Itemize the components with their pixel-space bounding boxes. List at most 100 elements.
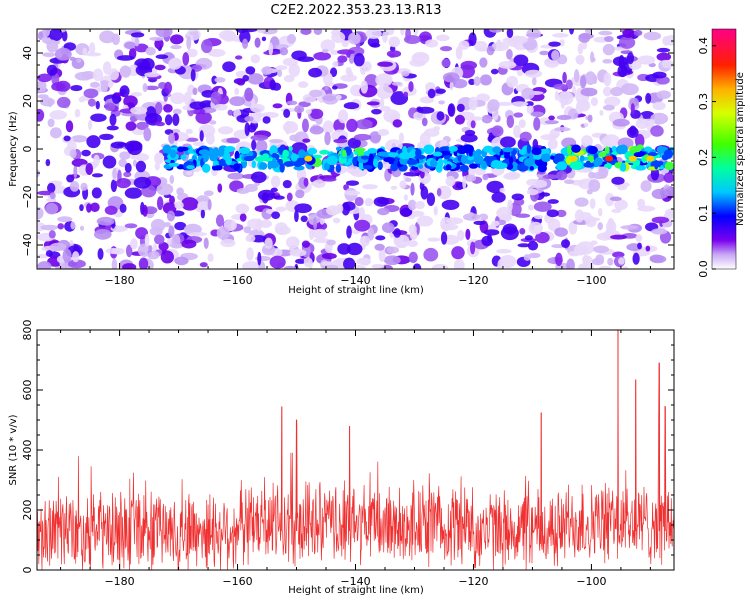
heatmap-cell <box>171 234 180 248</box>
heatmap-cell <box>326 240 335 246</box>
heatmap-cell <box>448 103 456 117</box>
heatmap-cell <box>593 75 597 85</box>
heatmap-cell <box>117 142 127 146</box>
heatmap-cell <box>520 132 532 142</box>
heatmap-cell <box>189 101 205 109</box>
heatmap-cell <box>287 34 296 44</box>
signal-band-cell <box>534 155 541 160</box>
heatmap-cell <box>122 263 136 271</box>
heatmap-cell <box>72 251 79 262</box>
heatmap-cell <box>81 150 91 157</box>
heatmap-cell <box>161 250 174 263</box>
heatmap-cell <box>382 222 395 233</box>
heatmap-cell <box>505 213 510 221</box>
heatmap-cell <box>401 71 409 77</box>
heatmap-cell <box>309 90 322 98</box>
signal-band-cell <box>541 153 551 162</box>
heatmap-cell <box>78 97 85 102</box>
heatmap-cell <box>50 110 67 120</box>
spectrogram-ytick-label: 40 <box>21 46 34 60</box>
heatmap-cell <box>344 190 360 195</box>
heatmap-cell <box>85 163 93 175</box>
heatmap-cell <box>191 69 196 81</box>
heatmap-cell <box>471 120 476 128</box>
heatmap-cell <box>256 218 262 231</box>
signal-band-cell <box>252 160 256 168</box>
heatmap-cell <box>393 228 401 238</box>
signal-band-cell <box>580 155 585 162</box>
heatmap-cell <box>237 188 250 194</box>
signal-band-cell <box>468 148 474 154</box>
heatmap-cell <box>313 217 317 229</box>
heatmap-cell <box>131 32 144 37</box>
heatmap-cell <box>461 61 478 70</box>
signal-band-cell <box>186 165 194 169</box>
heatmap-cell <box>354 134 371 141</box>
signal-band-cell <box>657 146 665 153</box>
heatmap-cell <box>408 81 413 92</box>
heatmap-cell <box>120 66 132 78</box>
heatmap-cell <box>155 163 160 171</box>
heatmap-cell <box>57 223 64 229</box>
heatmap-cell <box>250 135 268 141</box>
heatmap-cell <box>70 222 75 230</box>
heatmap-cell <box>591 97 598 106</box>
heatmap-cell <box>38 31 43 40</box>
heatmap-cell <box>457 104 465 112</box>
heatmap-cell <box>562 72 567 84</box>
heatmap-cell <box>149 37 164 41</box>
heatmap-cell <box>607 258 613 266</box>
heatmap-cell <box>555 91 559 101</box>
heatmap-cell <box>117 55 134 61</box>
heatmap-cell <box>229 96 245 106</box>
signal-band-cell <box>430 159 438 167</box>
heatmap-cell <box>473 221 485 225</box>
heatmap-cell <box>338 110 348 124</box>
heatmap-cell <box>88 120 92 130</box>
heatmap-cell <box>585 29 591 34</box>
signal-band-cell <box>327 155 338 165</box>
heatmap-cell <box>603 44 615 55</box>
heatmap-cell <box>280 47 288 55</box>
signal-band-cell <box>491 160 501 167</box>
heatmap-cell <box>637 243 642 250</box>
heatmap-cell <box>302 241 310 248</box>
heatmap-cell <box>135 38 140 47</box>
heatmap-cell <box>246 247 254 260</box>
heatmap-cell <box>634 30 642 36</box>
heatmap-cell <box>201 39 212 53</box>
signal-band-cell <box>162 145 171 154</box>
heatmap-cell <box>120 204 127 213</box>
heatmap-cell <box>479 57 487 67</box>
heatmap-cell <box>496 249 512 254</box>
heatmap-cell <box>451 246 465 259</box>
heatmap-cell <box>208 253 214 262</box>
heatmap-cell <box>417 107 435 114</box>
heatmap-cell <box>245 235 255 242</box>
heatmap-cell <box>428 89 436 99</box>
heatmap-cell <box>226 138 240 144</box>
signal-band-cell <box>402 146 407 156</box>
heatmap-cell <box>146 106 156 119</box>
heatmap-cell <box>275 65 287 70</box>
heatmap-cell <box>240 213 247 221</box>
heatmap-cell <box>399 133 404 143</box>
heatmap-cell <box>434 206 438 215</box>
heatmap-cell <box>234 88 239 95</box>
heatmap-cell <box>40 97 55 106</box>
heatmap-cell <box>156 54 169 59</box>
heatmap-cell <box>507 200 512 213</box>
snr-ytick-label: 0 <box>21 567 34 574</box>
heatmap-cell <box>201 209 205 218</box>
heatmap-cell <box>242 38 248 48</box>
heatmap-cell <box>86 135 100 148</box>
snr-ylabel: SNR (10 * v/v) <box>8 414 19 485</box>
heatmap-cell <box>512 35 521 41</box>
heatmap-cell <box>348 32 361 44</box>
heatmap-cell <box>287 101 298 106</box>
signal-band-cell <box>648 152 658 156</box>
heatmap-cell <box>62 249 71 262</box>
heatmap-cell <box>136 161 146 173</box>
signal-band-cell <box>373 159 378 168</box>
heatmap-cell <box>269 139 283 143</box>
